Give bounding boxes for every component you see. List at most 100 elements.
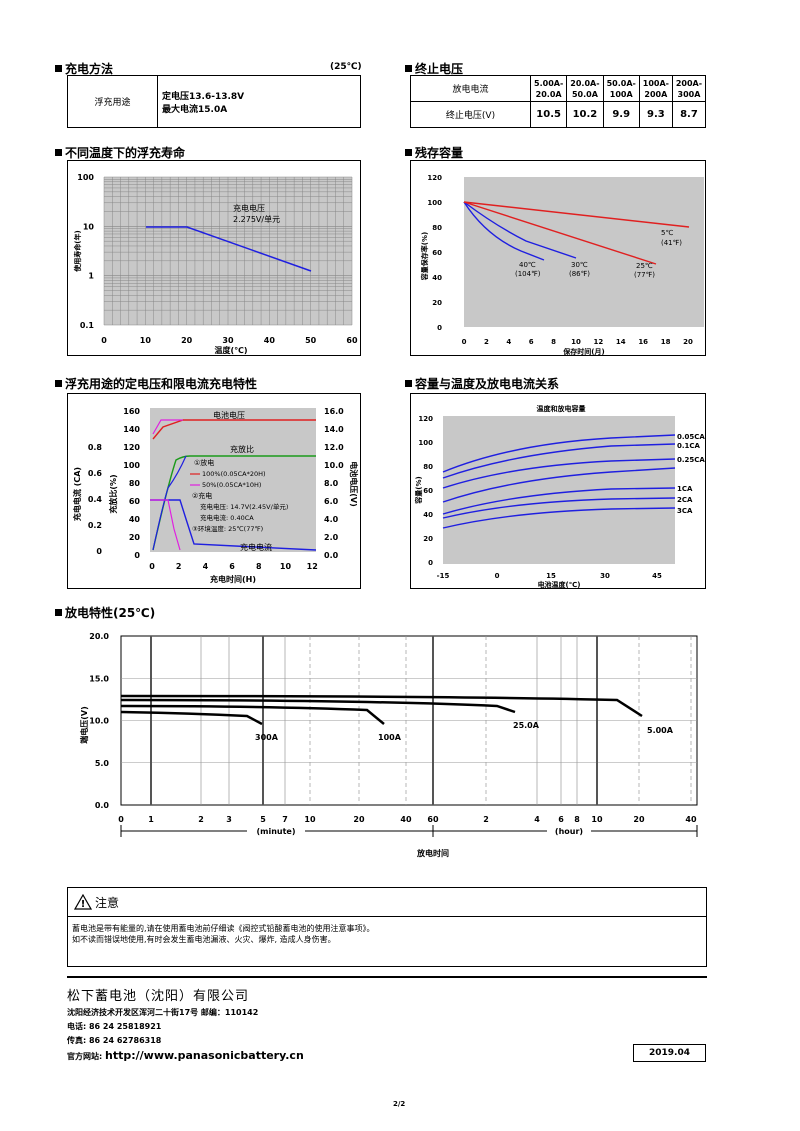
section-title-discharge: 放电特性(25℃) bbox=[55, 604, 155, 621]
y-tick-label: 100 bbox=[427, 199, 442, 207]
y-tick-label-left: 120 bbox=[123, 443, 140, 452]
y-tick-label-current: 0.6 bbox=[88, 469, 103, 478]
y-axis-label-voltage: 电池电压(V) bbox=[349, 461, 359, 507]
company-fax: 传真: 86 24 62786318 bbox=[67, 1036, 162, 1045]
x-tick-label: 12 bbox=[307, 562, 318, 571]
y-tick-label: 60 bbox=[432, 249, 442, 257]
section-title-chargechar: 浮充用途的定电压和限电流充电特性 bbox=[55, 375, 257, 392]
curve-5c bbox=[463, 201, 690, 228]
section-title-charging: 充电方法 bbox=[55, 60, 113, 77]
curve-25a bbox=[120, 698, 516, 714]
caution-line2: 如不读而错误地使用,有时会发生蓄电池漏液、火灾、爆炸, 造成人身伤害。 bbox=[72, 935, 336, 944]
captemp-svg: 温度和放电容量 120 100 80 60 40 20 0 -15 0 15 30 45 0.05C… bbox=[414, 404, 705, 588]
x-tick-label-min: 3 bbox=[226, 815, 232, 824]
chart-subtitle: 温度和放电容量 bbox=[537, 404, 586, 413]
y-tick-label: 10 bbox=[83, 222, 95, 231]
charging-spec-cell: 定电压13.6-13.8V 最大电流15.0A bbox=[157, 75, 361, 128]
x-tick-label-min: 20 bbox=[353, 815, 365, 824]
y-tick-label: 40 bbox=[423, 511, 433, 519]
caution-box: ! 注意 蓄电池是带有能量的,请在使用蓄电池前仔细读《阀控式铅酸蓄电池的使用注意… bbox=[67, 887, 707, 967]
x-tick-label: 4 bbox=[203, 562, 209, 571]
x-tick-label: 2 bbox=[176, 562, 182, 571]
y-ticks-right: 16.0 14.0 12.0 10.0 8.0 6.0 4.0 2.0 0.0 bbox=[324, 407, 344, 560]
plot-area bbox=[443, 416, 675, 564]
y-tick-label-right: 2.0 bbox=[324, 533, 339, 542]
current-cell: 200A- 300A bbox=[671, 75, 707, 102]
caution-body: 蓄电池是带有能量的,请在使用蓄电池前仔细读《阀控式铅酸蓄电池的使用注意事项》。 … bbox=[68, 917, 706, 945]
chargechar-chart: 160 140 120 100 80 60 40 20 0 0.8 0.6 0.4 0.2 0 16.0… bbox=[67, 393, 361, 589]
y-ticks-left: 160 140 120 100 80 60 40 20 0 bbox=[123, 407, 140, 560]
label-ratio: 充放比 bbox=[230, 444, 254, 454]
y-tick-label-right: 14.0 bbox=[324, 425, 344, 434]
curve-40c bbox=[463, 201, 545, 261]
charging-temp: (25℃) bbox=[330, 62, 362, 72]
x-tick-label-min: 1 bbox=[148, 815, 154, 824]
y-tick-label-left: 100 bbox=[123, 461, 140, 470]
x-tick-label: 40 bbox=[264, 336, 276, 345]
y-tick-label: 20.0 bbox=[89, 632, 109, 641]
label-25f: (77℉) bbox=[634, 271, 655, 279]
y-tick-label-left: 20 bbox=[129, 533, 141, 542]
discharge-chart: 20.0 15.0 10.0 5.0 0.0 0 1 2 3 5 7 10 20 40 60 2 4 6 8 10 2… bbox=[67, 620, 707, 865]
y-tick-label: 0.1 bbox=[80, 321, 95, 330]
voltage-cell: 10.5 bbox=[529, 101, 568, 128]
x-tick-label-hr: 4 bbox=[534, 815, 540, 824]
current-curve-blue bbox=[150, 499, 317, 551]
y-tick-label: 100 bbox=[418, 439, 433, 447]
usage-cell: 浮充用途 bbox=[67, 75, 158, 128]
company-web-link[interactable]: http://www.panasonicbattery.cn bbox=[105, 1049, 304, 1062]
section-title-residual: 残存容量 bbox=[405, 144, 463, 161]
note-d1: 100%(0.05CA*20H) bbox=[202, 470, 266, 478]
label-2ca: 2CA bbox=[677, 496, 693, 504]
x-tick-label: 0 bbox=[462, 338, 467, 346]
y-tick-label-left: 40 bbox=[129, 515, 141, 524]
voltage-cell: 9.9 bbox=[602, 101, 640, 128]
y-ticks: 100 10 1 0.1 bbox=[77, 173, 94, 330]
x-ticks: 0 10 20 30 40 50 60 bbox=[101, 336, 358, 345]
x-ticks: -15 0 15 30 45 bbox=[437, 572, 662, 580]
x-tick-label: 12 bbox=[594, 338, 604, 346]
y-tick-label-right: 6.0 bbox=[324, 497, 339, 506]
section-title-endvoltage: 终止电压 bbox=[405, 60, 463, 77]
current-header: 放电电流 bbox=[410, 75, 531, 102]
current-cell: 5.00A- 20.0A bbox=[529, 75, 568, 102]
y-tick-label: 15.0 bbox=[89, 674, 109, 683]
y-tick-label-left: 80 bbox=[129, 479, 141, 488]
x-tick-label: 45 bbox=[652, 572, 662, 580]
y-axis-label-ratio: 充放比(%) bbox=[108, 474, 118, 513]
warning-icon: ! bbox=[74, 894, 92, 910]
y-tick-label-current: 0 bbox=[96, 547, 102, 556]
label-0.25ca: 0.25CA bbox=[677, 456, 705, 464]
curve-30c bbox=[463, 201, 577, 259]
curve-100a bbox=[120, 704, 385, 725]
y-tick-label: 80 bbox=[432, 224, 442, 232]
y-tick-label-right: 8.0 bbox=[324, 479, 339, 488]
x-tick-label-min: 7 bbox=[282, 815, 288, 824]
page-number: 2/2 bbox=[393, 1100, 406, 1108]
label-5f: (41℉) bbox=[661, 239, 682, 247]
y-ticks: 120 100 80 60 40 20 0 bbox=[418, 415, 433, 567]
y-tick-label-right: 4.0 bbox=[324, 515, 339, 524]
company-name: 松下蓄电池（沈阳）有限公司 bbox=[67, 989, 250, 1004]
y-tick-label: 0 bbox=[437, 324, 442, 332]
caution-line1: 蓄电池是带有能量的,请在使用蓄电池前仔细读《阀控式铅酸蓄电池的使用注意事项》。 bbox=[72, 924, 375, 933]
y-tick-label-right: 12.0 bbox=[324, 443, 344, 452]
footer-divider bbox=[67, 976, 707, 978]
life-curve bbox=[146, 226, 312, 272]
gridlines bbox=[103, 176, 353, 326]
y-tick-label-right: 16.0 bbox=[324, 407, 344, 416]
x-tick-label-min: 5 bbox=[260, 815, 266, 824]
curve-3ca bbox=[442, 507, 676, 529]
note-discharge: ①放电 bbox=[194, 458, 214, 467]
x-tick-label: 20 bbox=[683, 338, 693, 346]
x-tick-label-hr: 8 bbox=[574, 815, 580, 824]
x-tick-label: 2 bbox=[484, 338, 489, 346]
svg-text:!: ! bbox=[81, 899, 86, 910]
x-tick-label-hr: 40 bbox=[685, 815, 697, 824]
hour-label: (hour) bbox=[555, 827, 583, 836]
current-cell: 100A- 200A bbox=[638, 75, 673, 102]
y-tick-label: 20 bbox=[423, 535, 433, 543]
y-axis-label: 端电压(V) bbox=[79, 706, 89, 744]
plot-area bbox=[150, 408, 316, 552]
y-tick-label-left: 140 bbox=[123, 425, 140, 434]
